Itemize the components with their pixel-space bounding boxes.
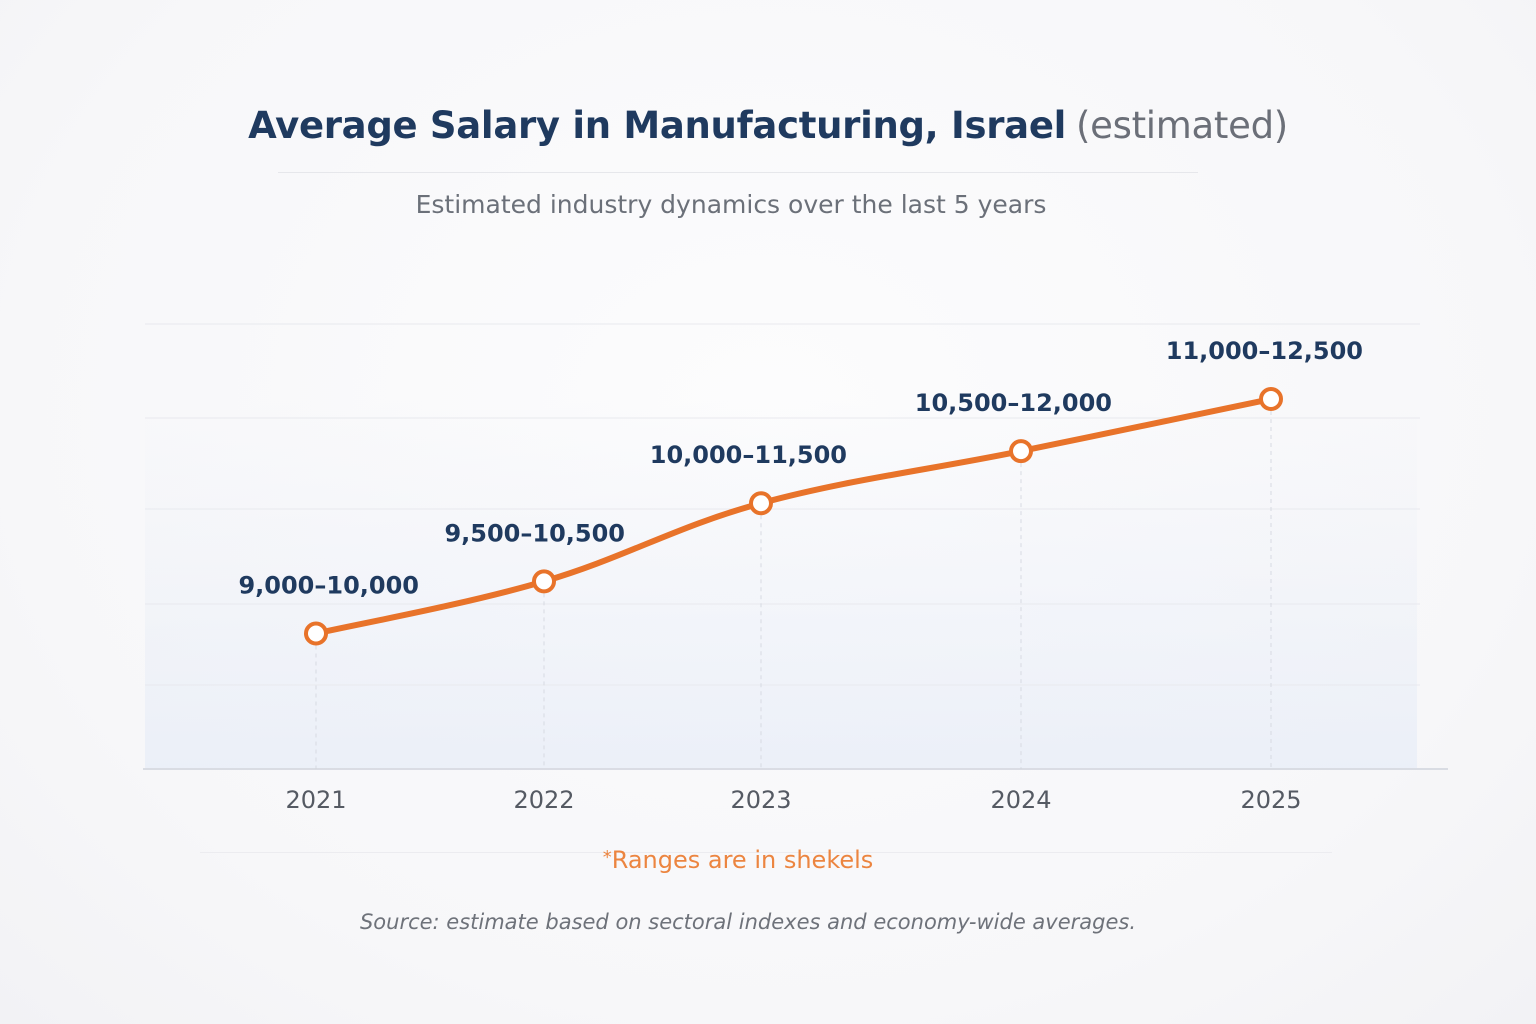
data-labels: 9,000–10,000 9,500–10,500 10,000–11,500 10,… xyxy=(238,337,1363,600)
chart-subtitle: Estimated industry dynamics over the las… xyxy=(415,190,1047,219)
footer-divider xyxy=(200,852,1332,853)
chart-title: Average Salary in Manufacturing, Israel(… xyxy=(0,104,1536,147)
data-point-2024[interactable] xyxy=(1009,439,1033,464)
x-tick-label-2025: 2025 xyxy=(1240,786,1301,814)
data-point-2021[interactable] xyxy=(304,621,328,646)
units-note: *Ranges are in shekels xyxy=(0,846,1476,874)
data-label-2025: 11,000–12,500 xyxy=(1166,337,1363,365)
x-tick-label-2023: 2023 xyxy=(730,786,791,814)
plot-area-background xyxy=(145,400,1417,768)
units-note-text: Ranges are in shekels xyxy=(611,846,874,874)
data-label-2021: 9,000–10,000 xyxy=(238,572,419,600)
source-note: Source: estimate based on sectoral index… xyxy=(359,910,1137,934)
units-note-asterisk: * xyxy=(602,847,612,868)
data-label-2022: 9,500–10,500 xyxy=(444,519,625,547)
point-guides xyxy=(315,411,1272,769)
data-label-2023: 10,000–11,500 xyxy=(650,441,847,469)
x-tick-label-2024: 2024 xyxy=(990,786,1051,814)
data-points xyxy=(304,387,1283,646)
chart-title-main: Average Salary in Manufacturing, Israel xyxy=(248,104,1067,147)
data-point-2023[interactable] xyxy=(749,491,773,516)
x-tick-label-2021: 2021 xyxy=(285,786,346,814)
data-label-2024: 10,500–12,000 xyxy=(915,389,1112,417)
data-point-2022[interactable] xyxy=(532,569,556,594)
title-divider xyxy=(278,172,1198,173)
data-point-2025[interactable] xyxy=(1259,387,1283,412)
x-tick-label-2022: 2022 xyxy=(513,786,574,814)
x-axis-ticks: 2021 2022 2023 2024 2025 xyxy=(285,786,1301,814)
chart-title-note: (estimated) xyxy=(1076,104,1288,147)
